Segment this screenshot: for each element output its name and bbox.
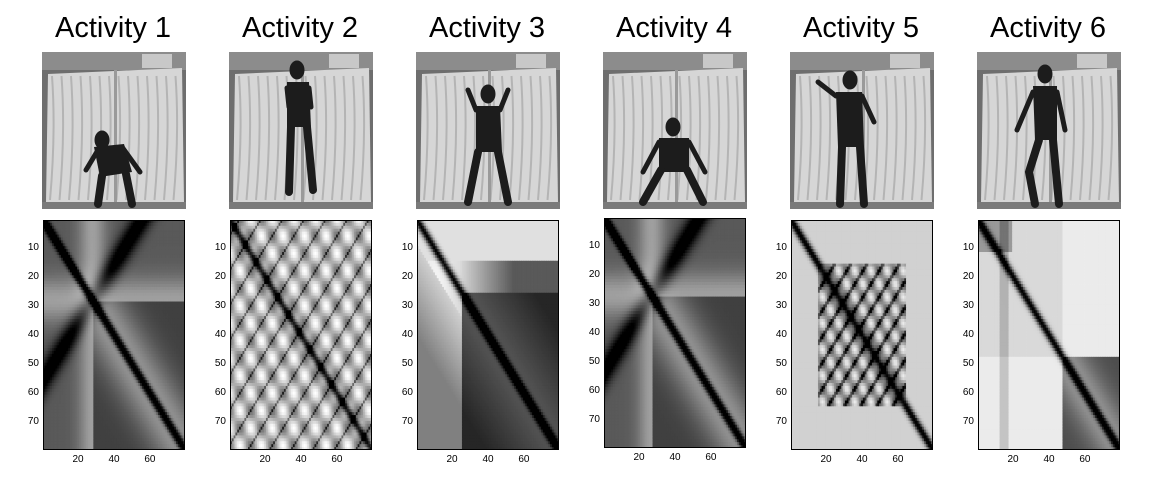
similarity-matrix xyxy=(230,220,372,450)
similarity-matrix-image xyxy=(978,220,1120,450)
y-tick-label: 10 xyxy=(15,242,39,253)
x-tick-label: 60 xyxy=(135,454,165,465)
activity-title: Activity 1 xyxy=(20,12,206,45)
activity-photo xyxy=(790,52,934,209)
activity-column: Activity 3 10 20 30 40 50 60 70 20 40 60 xyxy=(394,0,580,483)
activity-column: Activity 6 10 20 30 40 50 60 70 20 40 60 xyxy=(955,0,1141,483)
x-tick-label: 60 xyxy=(1070,454,1100,465)
y-tick-label: 50 xyxy=(576,356,600,367)
activity-photo xyxy=(977,52,1121,209)
activity-column: Activity 1 10 20 30 40 50 60 70 20 40 60 xyxy=(20,0,206,483)
activity-photo xyxy=(603,52,747,209)
y-tick-label: 20 xyxy=(950,271,974,282)
x-tick-label: 40 xyxy=(99,454,129,465)
y-tick-label: 20 xyxy=(576,269,600,280)
activity-column: Activity 5 10 20 30 40 50 60 70 20 40 60 xyxy=(768,0,954,483)
y-tick-label: 40 xyxy=(202,329,226,340)
y-tick-label: 10 xyxy=(389,242,413,253)
activity-photo xyxy=(42,52,186,209)
activity-column: Activity 4 10 20 30 40 50 60 70 20 40 60 xyxy=(581,0,767,483)
x-tick-label: 40 xyxy=(660,452,690,463)
y-tick-label: 40 xyxy=(763,329,787,340)
y-tick-label: 30 xyxy=(576,298,600,309)
y-tick-label: 60 xyxy=(202,387,226,398)
y-tick-label: 20 xyxy=(389,271,413,282)
activity-title: Activity 6 xyxy=(955,12,1141,45)
y-tick-label: 40 xyxy=(950,329,974,340)
similarity-matrix xyxy=(43,220,185,450)
similarity-matrix xyxy=(604,218,746,448)
y-tick-label: 50 xyxy=(389,358,413,369)
x-tick-label: 60 xyxy=(883,454,913,465)
y-tick-label: 50 xyxy=(15,358,39,369)
activity-column: Activity 2 10 20 30 40 50 60 70 20 40 60 xyxy=(207,0,393,483)
x-tick-label: 40 xyxy=(1034,454,1064,465)
similarity-matrix-image xyxy=(604,218,746,448)
y-tick-label: 30 xyxy=(763,300,787,311)
y-tick-label: 70 xyxy=(389,416,413,427)
x-tick-label: 20 xyxy=(437,454,467,465)
y-tick-label: 70 xyxy=(763,416,787,427)
activity-photo xyxy=(416,52,560,209)
x-tick-label: 60 xyxy=(509,454,539,465)
y-tick-label: 30 xyxy=(389,300,413,311)
activity-title: Activity 4 xyxy=(581,12,767,45)
y-tick-label: 60 xyxy=(763,387,787,398)
similarity-matrix xyxy=(978,220,1120,450)
y-tick-label: 70 xyxy=(15,416,39,427)
y-tick-label: 10 xyxy=(576,240,600,251)
x-tick-label: 20 xyxy=(624,452,654,463)
y-tick-label: 60 xyxy=(389,387,413,398)
x-tick-label: 60 xyxy=(322,454,352,465)
y-tick-label: 20 xyxy=(15,271,39,282)
activity-photo-scene xyxy=(603,52,747,209)
activity-photo-scene xyxy=(42,52,186,209)
y-tick-label: 60 xyxy=(576,385,600,396)
y-tick-label: 50 xyxy=(950,358,974,369)
x-tick-label: 60 xyxy=(696,452,726,463)
y-tick-label: 40 xyxy=(576,327,600,338)
x-tick-label: 40 xyxy=(473,454,503,465)
x-tick-label: 40 xyxy=(286,454,316,465)
activity-photo-scene xyxy=(790,52,934,209)
activity-photo-scene xyxy=(229,52,373,209)
y-tick-label: 70 xyxy=(950,416,974,427)
y-tick-label: 20 xyxy=(763,271,787,282)
x-tick-label: 20 xyxy=(998,454,1028,465)
activity-title: Activity 3 xyxy=(394,12,580,45)
y-tick-label: 70 xyxy=(202,416,226,427)
activity-photo-scene xyxy=(416,52,560,209)
y-tick-label: 30 xyxy=(15,300,39,311)
y-tick-label: 10 xyxy=(202,242,226,253)
y-tick-label: 70 xyxy=(576,414,600,425)
y-tick-label: 30 xyxy=(950,300,974,311)
y-tick-label: 60 xyxy=(15,387,39,398)
x-tick-label: 20 xyxy=(250,454,280,465)
y-tick-label: 60 xyxy=(950,387,974,398)
activity-photo-scene xyxy=(977,52,1121,209)
similarity-matrix-image xyxy=(791,220,933,450)
similarity-matrix-image xyxy=(417,220,559,450)
x-tick-label: 20 xyxy=(811,454,841,465)
similarity-matrix xyxy=(791,220,933,450)
activity-photo xyxy=(229,52,373,209)
y-tick-label: 20 xyxy=(202,271,226,282)
similarity-matrix-image xyxy=(230,220,372,450)
x-tick-label: 20 xyxy=(63,454,93,465)
activity-title: Activity 2 xyxy=(207,12,393,45)
y-tick-label: 30 xyxy=(202,300,226,311)
x-tick-label: 40 xyxy=(847,454,877,465)
y-tick-label: 10 xyxy=(763,242,787,253)
y-tick-label: 40 xyxy=(15,329,39,340)
activity-title: Activity 5 xyxy=(768,12,954,45)
y-tick-label: 50 xyxy=(763,358,787,369)
similarity-matrix-image xyxy=(43,220,185,450)
y-tick-label: 40 xyxy=(389,329,413,340)
similarity-matrix xyxy=(417,220,559,450)
y-tick-label: 10 xyxy=(950,242,974,253)
y-tick-label: 50 xyxy=(202,358,226,369)
